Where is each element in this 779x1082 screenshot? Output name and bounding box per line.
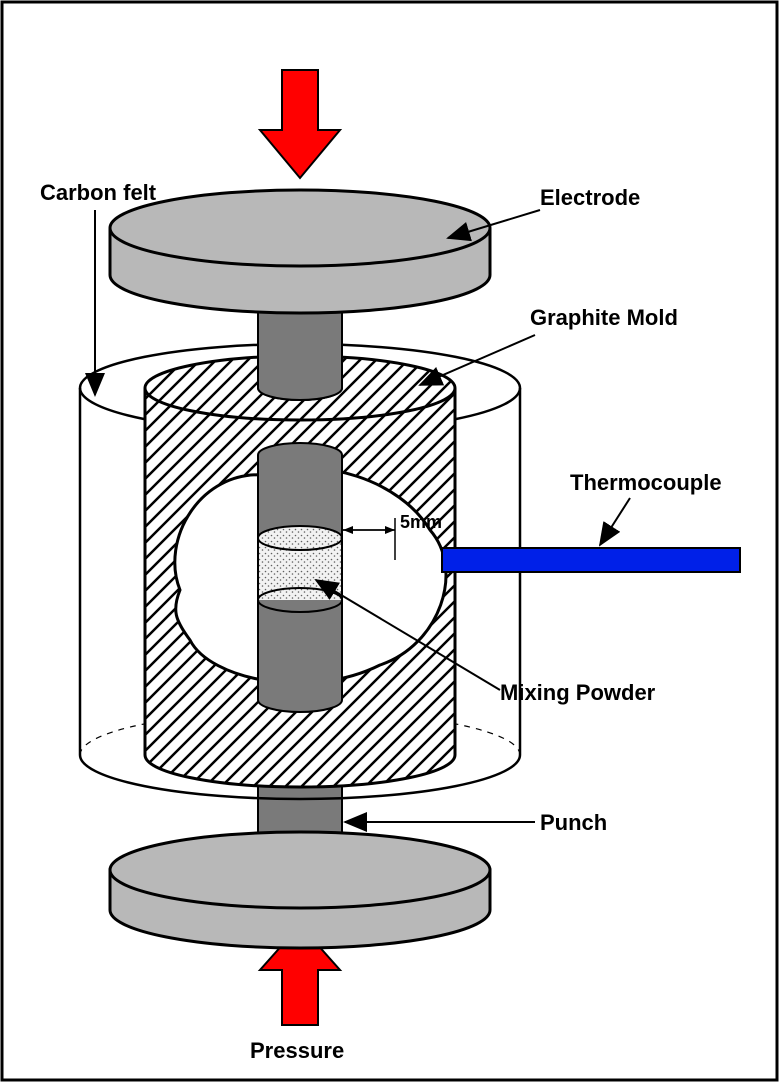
electrode-bottom xyxy=(110,832,490,948)
mixing-powder xyxy=(258,526,342,612)
dimension-label: 5mm xyxy=(400,512,442,532)
pressure-label: Pressure xyxy=(250,1038,344,1063)
electrode-label: Electrode xyxy=(540,185,640,210)
punch-label: Punch xyxy=(540,810,607,835)
thermocouple-label: Thermocouple xyxy=(570,470,722,495)
graphite-mold-label: Graphite Mold xyxy=(530,305,678,330)
thermocouple-leader xyxy=(600,498,630,545)
thermocouple xyxy=(442,548,740,572)
electrode-top xyxy=(110,190,490,313)
graphite-mold-leader xyxy=(420,335,535,385)
pressure-arrow-top xyxy=(260,70,340,178)
carbon-felt-label: Carbon felt xyxy=(40,180,157,205)
mixing-powder-label: Mixing Powder xyxy=(500,680,656,705)
sps-schematic: 5mm Carbon felt Electrode Graphite Mold … xyxy=(0,0,779,1082)
